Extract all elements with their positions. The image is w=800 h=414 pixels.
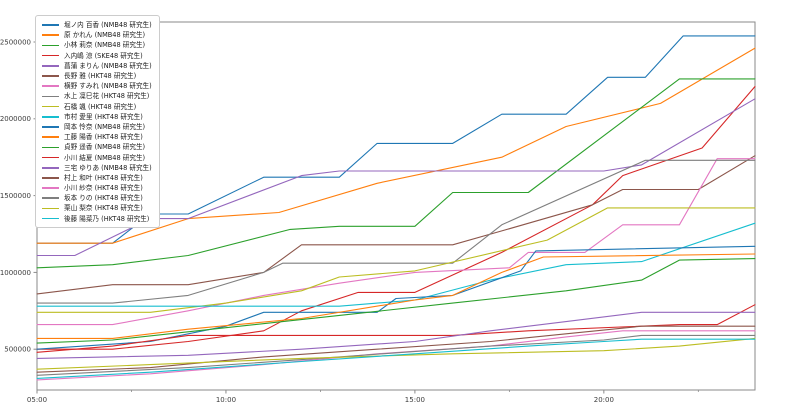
legend-swatch	[42, 156, 59, 159]
legend-item: 菖蒲 まりん (NMB48 研究生)	[42, 61, 152, 71]
legend-swatch	[42, 197, 59, 200]
legend-swatch	[42, 44, 59, 47]
legend-swatch	[42, 217, 59, 220]
series-line-10	[36, 245, 756, 350]
legend-swatch	[42, 136, 59, 138]
legend-swatch	[42, 95, 59, 98]
legend-item: 小川 紗奈 (HKT48 研究生)	[42, 183, 152, 193]
series-line-12	[36, 258, 756, 344]
series-line-11	[36, 253, 756, 339]
legend-label: 工藤 陽香 (HKT48 研究生)	[64, 133, 143, 142]
series-line-4	[36, 98, 756, 257]
legend-item: 三宅 ゆりあ (NMB48 研究生)	[42, 163, 152, 173]
series-line-18	[36, 337, 756, 370]
legend-swatch	[42, 166, 59, 169]
legend-label: 堀ノ内 百香 (NMB48 研究生)	[64, 21, 152, 30]
legend-item: 市村 愛里 (HKT48 研究生)	[42, 112, 152, 122]
y-tick-label: 500000	[4, 346, 31, 354]
legend-item: 入内嶋 涼 (SKE48 研究生)	[42, 51, 152, 61]
legend-swatch	[42, 75, 59, 77]
legend-item: 栗山 梨奈 (HKT48 研究生)	[42, 203, 152, 213]
legend-swatch	[42, 126, 59, 128]
y-tick-label: 1000000	[0, 269, 31, 277]
legend-swatch	[42, 24, 59, 26]
y-tick-label: 1500000	[0, 192, 31, 200]
legend-label: 村上 和叶 (HKT48 研究生)	[64, 173, 143, 182]
legend-item: 工藤 陽香 (HKT48 研究生)	[42, 132, 152, 142]
legend-label: 水上 凜巳花 (HKT48 研究生)	[64, 92, 150, 101]
legend-label: 坂本 りの (HKT48 研究生)	[64, 194, 143, 203]
x-tick-label: 20:00	[594, 396, 614, 404]
legend-item: 横野 すみれ (NMB48 研究生)	[42, 81, 152, 91]
legend-label: 石橋 颯 (HKT48 研究生)	[64, 102, 137, 111]
series-line-8	[36, 207, 756, 313]
legend-swatch	[42, 146, 59, 149]
legend-label: 三宅 ゆりあ (NMB48 研究生)	[64, 163, 152, 172]
legend-swatch	[42, 85, 59, 88]
legend-label: 小川 結夏 (NMB48 研究生)	[64, 153, 146, 162]
series-line-7	[36, 159, 756, 304]
legend-item: 長野 雅 (HKT48 研究生)	[42, 71, 152, 81]
legend-label: 小林 莉奈 (NMB48 研究生)	[64, 41, 146, 50]
legend-label: 原 かれん (NMB48 研究生)	[64, 31, 146, 40]
legend-label: 横野 すみれ (NMB48 研究生)	[64, 82, 152, 91]
series-line-17	[36, 334, 756, 376]
series-line-14	[36, 311, 756, 359]
legend-label: 長野 雅 (HKT48 研究生)	[64, 72, 137, 81]
series-line-19	[36, 338, 756, 379]
x-tick-label: 05:00	[27, 396, 47, 404]
legend-swatch	[42, 65, 59, 67]
legend-swatch	[42, 187, 59, 189]
series-line-9	[36, 222, 756, 307]
legend-item: 小林 莉奈 (NMB48 研究生)	[42, 40, 152, 50]
legend-item: 岡本 怜奈 (NMB48 研究生)	[42, 122, 152, 132]
series-line-13	[36, 304, 756, 353]
legend-item: 小川 結夏 (NMB48 研究生)	[42, 152, 152, 162]
legend-item: 水上 凜巳花 (HKT48 研究生)	[42, 91, 152, 101]
legend-swatch	[42, 54, 59, 57]
series-line-3	[36, 85, 756, 350]
series-line-1	[36, 47, 756, 244]
series-line-2	[36, 78, 756, 269]
legend-label: 後藤 陽菜乃 (HKT48 研究生)	[64, 214, 150, 223]
series-line-5	[36, 155, 756, 295]
legend-label: 菖蒲 まりん (NMB48 研究生)	[64, 61, 152, 70]
legend-item: 貞野 遥香 (NMB48 研究生)	[42, 142, 152, 152]
legend-item: 堀ノ内 百香 (NMB48 研究生)	[42, 20, 152, 30]
legend-item: 村上 和叶 (HKT48 研究生)	[42, 173, 152, 183]
legend-label: 栗山 梨奈 (HKT48 研究生)	[64, 204, 143, 213]
legend-swatch	[42, 115, 59, 118]
legend-label: 貞野 遥香 (NMB48 研究生)	[64, 143, 146, 152]
y-tick-label: 2500000	[0, 38, 31, 46]
legend-item: 坂本 りの (HKT48 研究生)	[42, 193, 152, 203]
series-line-15	[36, 325, 756, 373]
legend-label: 小川 紗奈 (HKT48 研究生)	[64, 184, 143, 193]
legend-item: 後藤 陽菜乃 (HKT48 研究生)	[42, 214, 152, 224]
legend-swatch	[42, 105, 59, 108]
series-line-6	[36, 158, 756, 326]
x-tick-label: 15:00	[405, 396, 425, 404]
legend-swatch	[42, 34, 59, 37]
legend-item: 原 かれん (NMB48 研究生)	[42, 30, 152, 40]
x-tick-label: 10:00	[216, 396, 236, 404]
legend-label: 入内嶋 涼 (SKE48 研究生)	[64, 51, 143, 60]
legend-swatch	[42, 177, 59, 179]
legend: 堀ノ内 百香 (NMB48 研究生) 原 かれん (NMB48 研究生) 小林 莉奈…	[35, 15, 160, 228]
legend-label: 市村 愛里 (HKT48 研究生)	[64, 112, 143, 121]
y-tick-label: 2000000	[0, 115, 31, 123]
legend-item: 石橋 颯 (HKT48 研究生)	[42, 102, 152, 112]
legend-label: 岡本 怜奈 (NMB48 研究生)	[64, 122, 146, 131]
legend-swatch	[42, 207, 59, 210]
